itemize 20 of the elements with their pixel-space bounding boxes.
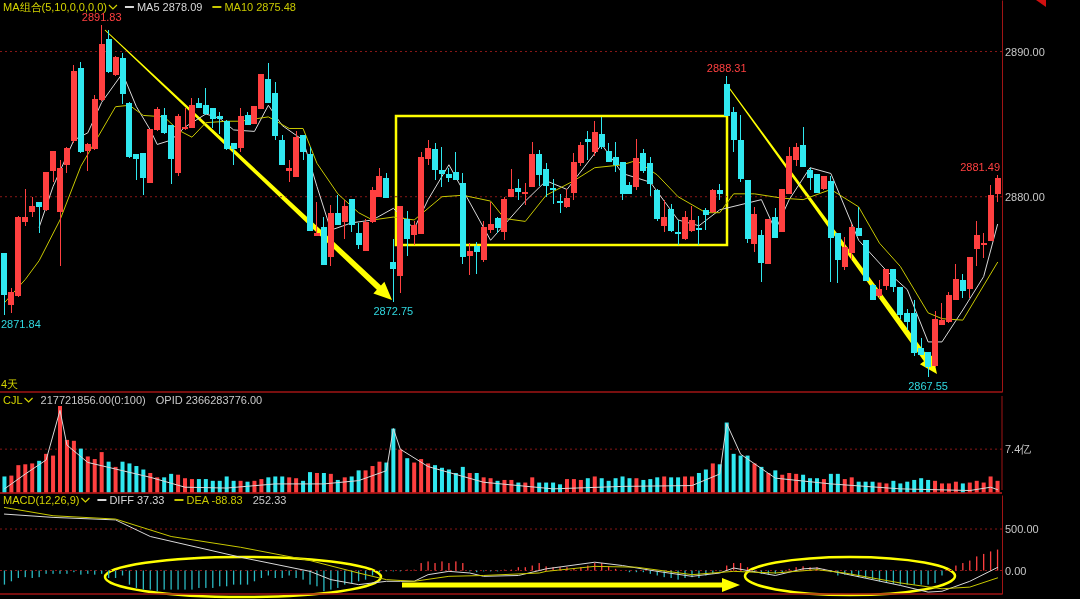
annotation: 4天 xyxy=(1,378,19,390)
annotation: 2871.84 xyxy=(1,318,41,331)
annotation: 2888.31 xyxy=(706,62,747,75)
y-tick-label: 2890.00 xyxy=(1005,45,1045,58)
text: 217721856.00(0:100) xyxy=(40,394,146,406)
ref-line-label: 7.4亿 xyxy=(1005,443,1032,456)
chart-title: CJL xyxy=(3,394,23,406)
chart-title: MACD(12,26,9) xyxy=(3,494,80,506)
annotation: 2881.49 xyxy=(960,161,1000,174)
text: OPID 2366283776.00 xyxy=(155,394,263,406)
y-tick-label: 2880.00 xyxy=(1005,190,1045,203)
legend-label: DIFF 37.33 xyxy=(109,494,165,506)
y-tick-label: 0.00 xyxy=(1005,564,1027,577)
legend-label: DEA -88.83 xyxy=(186,494,243,506)
annotation: 2867.55 xyxy=(908,380,948,393)
legend-label: MA10 2875.48 xyxy=(224,1,296,13)
annotation: 2872.75 xyxy=(373,304,414,317)
legend-label: MA5 2878.09 xyxy=(136,1,203,13)
annotation: 252.33 xyxy=(252,494,287,506)
y-tick-label: 500.00 xyxy=(1005,523,1039,536)
